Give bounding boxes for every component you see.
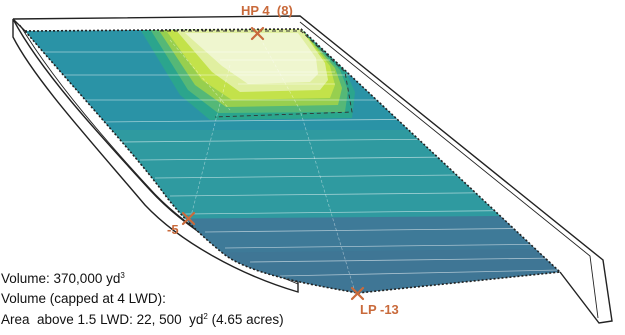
bank-wall-right-inner — [299, 21, 599, 319]
area-acres: (4.65 acres) — [207, 312, 284, 327]
area-text: Area above 1.5 LWD: 22, 500 yd2 (4.65 ac… — [1, 313, 284, 327]
surface-perimeter — [23, 28, 562, 294]
low-point-label: LP -13 — [360, 302, 399, 317]
volume-unit-superscript: 3 — [120, 271, 125, 280]
low-point-marker — [350, 286, 365, 301]
volume-value: Volume: 370,000 yd — [1, 271, 121, 286]
bank-wall-outline-left — [12, 18, 299, 293]
capped-volume-text: Volume (capped at 4 LWD): — [1, 291, 166, 306]
area-value: Area above 1.5 LWD: 22, 500 yd — [1, 312, 204, 327]
bank-wall-outline — [12, 15, 613, 324]
high-point-marker — [250, 26, 265, 41]
volume-text: Volume: 370,000 yd3 — [1, 272, 125, 286]
left-point-label: -5 — [167, 222, 179, 237]
area-unit-superscript: 2 — [203, 312, 208, 321]
high-point-label: HP 4 (8) — [241, 3, 293, 18]
left-point-marker — [181, 211, 196, 226]
